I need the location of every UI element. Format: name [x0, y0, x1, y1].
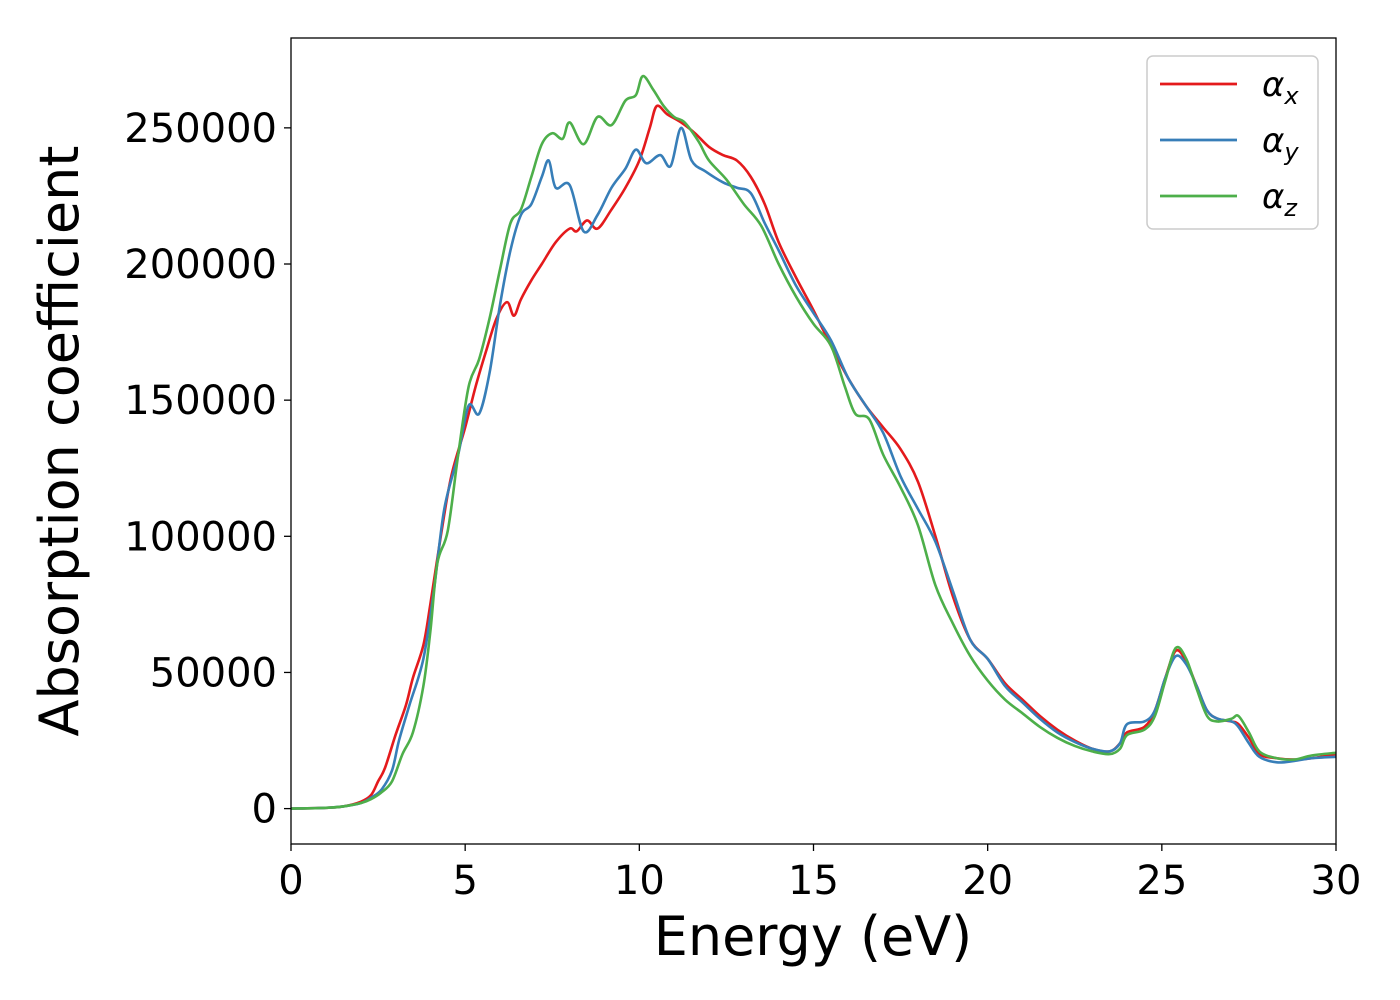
- legend-label-z: αz: [1262, 177, 1298, 222]
- legend-label-x: αx: [1262, 65, 1299, 110]
- legend: αx αy αz: [1146, 55, 1319, 230]
- legend-box: [1146, 55, 1319, 230]
- x-tick-label: 0: [278, 858, 303, 904]
- y-tick-label: 250000: [124, 106, 277, 152]
- x-tick-label: 30: [1311, 858, 1362, 904]
- legend-label-y: αy: [1262, 121, 1299, 166]
- y-tick-label: 50000: [150, 650, 277, 696]
- y-tick-label: 100000: [124, 514, 277, 560]
- x-tick-label: 10: [614, 858, 665, 904]
- y-tick-label: 200000: [124, 242, 277, 288]
- y-tick-label: 0: [252, 787, 277, 833]
- y-axis-label: Absorption coefficient: [28, 146, 91, 737]
- x-tick-label: 5: [452, 858, 477, 904]
- series-line-y: [291, 126, 1336, 810]
- y-tick-label: 150000: [124, 378, 277, 424]
- x-axis: 0 5 10 15 20 25 30: [278, 844, 1361, 904]
- x-tick-label: 20: [962, 858, 1013, 904]
- legend-items: αx αy αz: [1160, 65, 1299, 222]
- x-tick-label: 25: [1136, 858, 1187, 904]
- x-tick-label: 15: [788, 858, 839, 904]
- y-axis: 0 50000 100000 150000 200000 250000: [124, 106, 291, 833]
- series-line-z: [291, 74, 1336, 810]
- x-axis-label: Energy (eV): [654, 905, 973, 968]
- series-layer: [291, 74, 1336, 810]
